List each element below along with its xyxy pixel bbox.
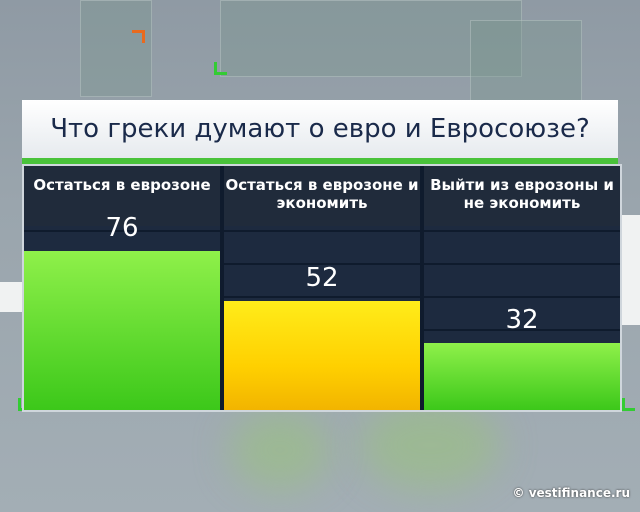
background-side-panel xyxy=(620,215,640,325)
chart-column: Остаться в еврозоне и экономить 52 xyxy=(224,166,420,410)
data-label: 76 xyxy=(105,213,139,243)
category-label: Выйти из еврозоны и не экономить xyxy=(424,166,620,226)
bar xyxy=(224,301,420,410)
background-side-panel xyxy=(0,282,22,312)
background-panel xyxy=(470,20,582,102)
background-glow xyxy=(360,400,500,490)
background-glow xyxy=(230,410,330,490)
background-panel xyxy=(80,0,152,97)
corner-marker xyxy=(132,30,145,43)
chart-column: Выйти из еврозоны и не экономить 32 xyxy=(424,166,620,410)
credit-text: © vestifinance.ru xyxy=(512,486,630,500)
chart-column: Остаться в еврозоне 76 xyxy=(24,166,220,410)
bar xyxy=(24,251,220,410)
category-label: Остаться в еврозоне и экономить xyxy=(224,166,420,226)
data-label: 32 xyxy=(505,305,539,335)
corner-marker xyxy=(214,62,227,75)
chart-title: Что греки думают о евро и Евросоюзе? xyxy=(50,114,590,144)
background-panel xyxy=(220,0,522,77)
data-label: 52 xyxy=(305,263,339,293)
corner-marker xyxy=(622,398,635,411)
title-box: Что греки думают о евро и Евросоюзе? xyxy=(22,100,618,164)
bar-chart: Остаться в еврозоне 76 Остаться в еврозо… xyxy=(22,164,622,412)
category-label: Остаться в еврозоне xyxy=(24,166,220,226)
bar xyxy=(424,343,620,410)
